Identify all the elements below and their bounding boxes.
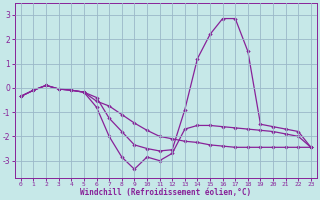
X-axis label: Windchill (Refroidissement éolien,°C): Windchill (Refroidissement éolien,°C) — [80, 188, 252, 197]
